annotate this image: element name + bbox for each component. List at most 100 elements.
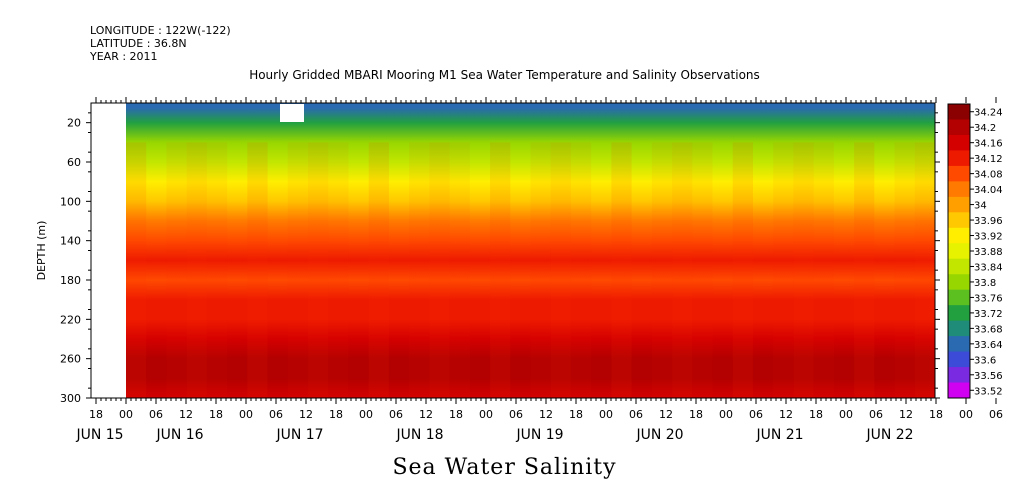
colorbar-label: 33.84 [974,262,1003,273]
variability-band [570,142,592,398]
variability-band [914,142,935,398]
colorbar-swatch [948,305,970,322]
colorbar-swatch [948,119,970,136]
colorbar-label: 34.24 [974,108,1003,119]
x-hour-label: 18 [449,408,463,421]
variability-band [530,142,551,398]
y-tick-label: 100 [60,195,81,208]
colorbar-swatch [948,165,970,182]
colorbar-label: 33.76 [974,293,1003,304]
x-day-label: JUN 22 [865,427,913,443]
variability-band [166,142,187,398]
colorbar-label: 34.2 [974,123,996,134]
x-hour-label: 12 [299,408,313,421]
variability-band [449,142,470,398]
variability-band [429,142,450,398]
variability-band [368,142,389,398]
variability-band [732,142,753,398]
x-hour-label: 12 [899,408,913,421]
x-hour-label: 00 [719,408,733,421]
variability-band [186,142,207,398]
variability-band [550,142,571,398]
y-tick-label: 140 [60,235,81,248]
variability-band [409,142,430,398]
colorbar-swatch [948,212,970,229]
y-tick-label: 60 [67,156,81,169]
x-hour-label: 06 [989,408,1003,421]
x-day-label: JUN 21 [755,427,803,443]
x-hour-label: 18 [569,408,583,421]
latitude-label: LATITUDE : 36.8N [90,37,187,50]
x-day-label: JUN 17 [275,427,323,443]
y-tick-label: 180 [60,274,81,287]
variability-band [287,142,309,398]
x-hour-label: 06 [749,408,763,421]
x-hour-label: 18 [689,408,703,421]
colorbar-swatch [948,243,970,260]
x-day-label: JUN 16 [155,427,203,443]
variability-band [651,142,673,398]
variability-band [308,142,329,398]
x-hour-label: 06 [269,408,283,421]
colorbar-swatch [948,351,970,368]
colorbar-label: 33.8 [974,278,996,289]
x-hour-label: 06 [389,408,403,421]
colorbar-swatch [948,274,970,291]
x-hour-label: 06 [629,408,643,421]
colorbar-swatch [948,196,970,213]
x-hour-label: 18 [89,408,103,421]
colorbar-swatch [948,367,970,384]
year-label: YEAR : 2011 [90,50,158,63]
x-day-label: JUN 15 [75,427,123,443]
colorbar-label: 33.96 [974,216,1003,227]
x-hour-label: 12 [419,408,433,421]
x-day-label: JUN 19 [515,427,563,443]
variable-label: Sea Water Salinity [392,455,617,480]
x-hour-label: 06 [509,408,523,421]
colorbar-swatch [948,227,970,244]
x-hour-label: 00 [839,408,853,421]
colorbar-label: 33.52 [974,386,1003,397]
colorbar-label: 33.68 [974,324,1003,335]
variability-band [773,142,794,398]
x-hour-label: 00 [119,408,133,421]
x-hour-label: 00 [959,408,973,421]
colorbar-swatch [948,181,970,198]
colorbar-swatch [948,104,970,120]
missing-data-region [91,103,126,398]
chart-title: Hourly Gridded MBARI Mooring M1 Sea Wate… [0,68,1009,82]
colorbar-label: 34.08 [974,170,1003,181]
x-hour-label: 00 [479,408,493,421]
x-hour-label: 12 [779,408,793,421]
salinity-field [126,103,935,398]
x-day-label: JUN 20 [635,427,683,443]
colorbar-swatch [948,336,970,353]
variability-band [611,142,632,398]
chart-title-text: Hourly Gridded MBARI Mooring M1 Sea Wate… [249,68,760,82]
colorbar-swatch [948,320,970,337]
x-hour-label: 18 [329,408,343,421]
y-tick-label: 20 [67,117,81,130]
x-hour-label: 00 [239,408,253,421]
colorbar: 34.24 34.2 34.16 34.12 34.08 34.04 34 33.96 33.9… [947,103,1003,399]
x-hour-label: 18 [929,408,943,421]
x-hour-label: 12 [179,408,193,421]
x-hour-label: 00 [359,408,373,421]
variability-band [247,142,268,398]
variability-band [206,142,228,398]
x-hour-label: 06 [869,408,883,421]
longitude-label: LONGITUDE : 122W(-122) [90,24,231,37]
variability-band [692,142,713,398]
colorbar-frame [947,103,971,399]
location-metadata: LONGITUDE : 122W(-122) LATITUDE : 36.8N … [90,24,231,63]
variability-band [793,142,814,398]
x-hour-label: 12 [659,408,673,421]
x-hour-label: 18 [809,408,823,421]
x-hour-label: 00 [599,408,613,421]
colorbar-swatch [948,289,970,306]
axes: 20 60 100 140 180 220 260 300 DEPTH (m) 18 00 06 12 1… [35,97,1003,443]
colorbar-label: 33.56 [974,371,1003,382]
colorbar-label: 34.16 [974,139,1003,150]
colorbar-label: 33.88 [974,247,1003,258]
